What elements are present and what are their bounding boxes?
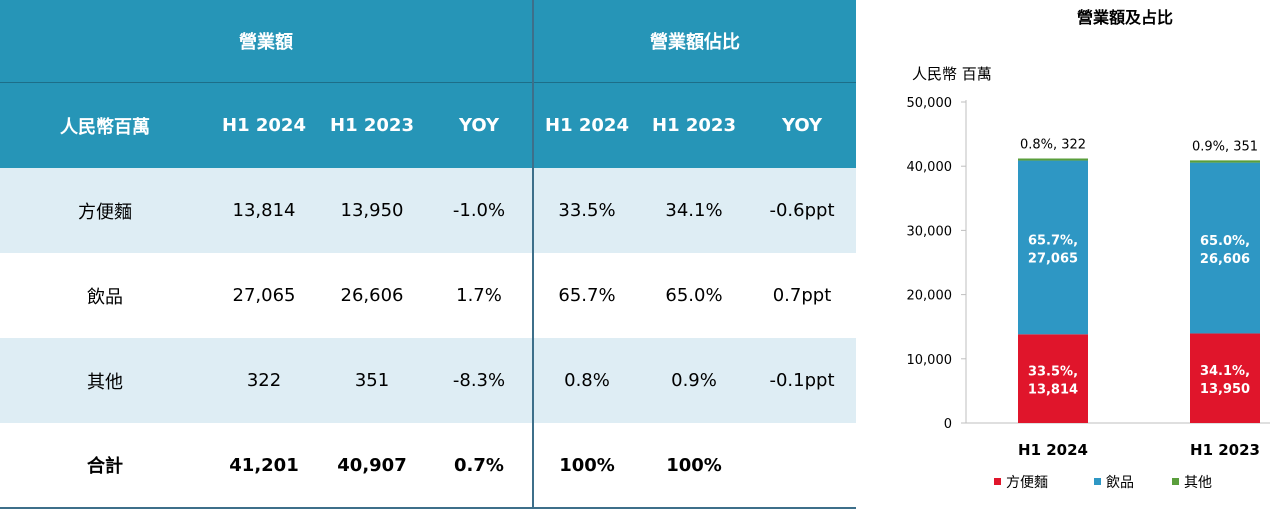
table-bottom-border [0,507,856,509]
cell-revenue-h1-2023: 40,907 [337,454,407,476]
chart-title: 營業額及占比 [1077,8,1173,27]
cell-share-yoy: -0.1ppt [769,370,835,391]
table-column-divider [532,0,534,509]
table-row: 其他 322 351 -8.3% 0.8% 0.9% -0.1ppt [0,338,856,423]
bar-segment [1190,160,1260,163]
legend-label: 其他 [1184,475,1212,491]
cell-share-h1-2023: 100% [666,454,722,476]
cell-revenue-yoy: -8.3% [452,370,506,391]
cell-revenue-h1-2024: 27,065 [232,285,296,306]
table-row: 飲品 27,065 26,606 1.7% 65.7% 65.0% 0.7ppt [0,253,856,338]
y-tick-label: 20,000 [907,289,953,304]
cell-share-h1-2024: 0.8% [564,370,610,391]
y-tick-label: 50,000 [907,96,953,111]
cell-revenue-yoy: 1.7% [456,285,502,306]
cell-revenue-h1-2023: 26,606 [340,285,404,306]
y-tick-label: 40,000 [907,160,953,175]
column-header-h1-2024: H1 2024 [222,115,306,136]
x-tick-label: H1 2023 [1190,441,1260,459]
column-header-share-h1-2023: H1 2023 [652,115,736,136]
group-header-share: 營業額佔比 [650,32,740,53]
legend-swatch [1094,478,1101,485]
bar-segment [1018,334,1088,423]
cell-share-h1-2023: 65.0% [665,285,723,306]
cell-share-yoy: -0.6ppt [769,200,835,221]
table-row: 方便麵 13,814 13,950 -1.0% 33.5% 34.1% -0.6… [0,168,856,253]
table-total-row: 合計 41,201 40,907 0.7% 100% 100% [0,423,856,507]
column-header-yoy: YOY [458,115,500,136]
cell-share-h1-2023: 34.1% [665,200,723,221]
data-label: 65.7%, [1028,233,1078,248]
y-tick-label: 10,000 [907,353,953,368]
row-label: 合計 [87,456,123,477]
bar-segment [1018,158,1088,161]
cell-revenue-h1-2024: 322 [246,370,282,391]
bar-segment [1190,162,1260,334]
data-label: 33.5%, [1028,365,1078,380]
column-header-unit: 人民幣百萬 [60,116,150,138]
group-header-revenue: 營業額 [239,32,293,53]
revenue-table: 營業額 營業額佔比 人民幣百萬 H1 2024 H1 2023 YOY H1 2… [0,0,856,509]
table-column-header-row: 人民幣百萬 H1 2024 H1 2023 YOY H1 2024 H1 202… [0,83,856,168]
row-label: 其他 [87,371,123,393]
bar-segment [1190,333,1260,423]
data-label: 27,065 [1028,251,1078,266]
cell-share-h1-2024: 33.5% [558,200,616,221]
row-label: 方便麵 [78,201,132,223]
cell-share-yoy [748,423,856,507]
cell-share-h1-2024: 65.7% [558,285,616,306]
stacked-bar-chart: 營業額及占比 人民幣 百萬 0 10,000 20,000 30,000 40,000 5… [860,0,1280,509]
data-label: 13,814 [1028,383,1078,398]
chart-canvas: 營業額及占比 人民幣 百萬 0 10,000 20,000 30,000 40,000 5… [907,8,1270,491]
y-tick-label: 30,000 [907,224,953,239]
legend-label: 飲品 [1106,475,1134,491]
legend-swatch [1172,478,1179,485]
column-header-share-yoy: YOY [781,115,823,136]
cell-revenue-h1-2024: 13,814 [232,200,296,221]
data-label: 65.0%, [1200,234,1250,249]
data-label: 26,606 [1200,252,1250,267]
x-tick-label: H1 2024 [1018,441,1088,459]
y-tick-label: 0 [944,417,952,432]
cell-revenue-h1-2024: 41,201 [229,454,299,476]
y-axis-label: 人民幣 百萬 [912,65,992,83]
bar-segment [1018,160,1088,335]
cell-share-yoy: 0.7ppt [772,285,832,306]
table-group-header-row: 營業額 營業額佔比 [0,0,856,82]
cell-revenue-yoy: 0.7% [454,454,504,476]
cell-revenue-yoy: -1.0% [452,200,506,221]
header-divider [0,82,856,83]
cell-revenue-h1-2023: 13,950 [340,200,404,221]
legend-label: 方便麵 [1006,475,1048,491]
legend-swatch [994,478,1001,485]
data-label: 0.9%, 351 [1192,139,1258,154]
data-label: 13,950 [1200,382,1250,397]
data-label: 0.8%, 322 [1020,137,1086,152]
cell-revenue-h1-2023: 351 [354,370,390,391]
column-header-share-h1-2024: H1 2024 [545,115,629,136]
data-label: 34.1%, [1200,364,1250,379]
row-label: 飲品 [87,286,123,308]
cell-share-h1-2024: 100% [559,454,615,476]
column-header-h1-2023: H1 2023 [330,115,414,136]
cell-share-h1-2023: 0.9% [671,370,717,391]
